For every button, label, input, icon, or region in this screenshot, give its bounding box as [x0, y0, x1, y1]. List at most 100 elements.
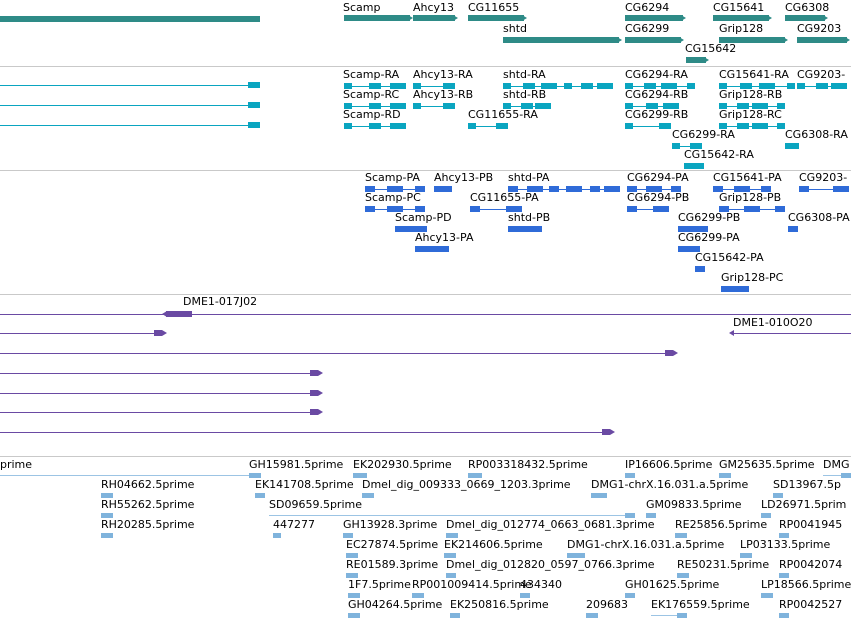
transcript-exon[interactable]	[646, 103, 658, 109]
proteins-feature-label[interactable]: Scamp-PC	[365, 191, 421, 204]
transcript-exon[interactable]	[719, 83, 727, 89]
clone-end[interactable]	[602, 429, 610, 435]
proteins-feature-label[interactable]: CG11655-PA	[470, 191, 539, 204]
est-feature[interactable]	[343, 533, 353, 538]
est-feature[interactable]	[450, 613, 460, 618]
gene-feature[interactable]	[785, 15, 825, 21]
ests-feature-label[interactable]: LP18566.5prime	[761, 578, 851, 591]
transcript-exon[interactable]	[752, 103, 768, 109]
genes-feature-label[interactable]: Scamp	[343, 1, 381, 14]
est-feature[interactable]	[677, 573, 689, 578]
gene-feature[interactable]	[413, 15, 455, 21]
transcript-exon[interactable]	[797, 83, 805, 89]
transcript-exon[interactable]	[535, 103, 551, 109]
transcripts-feature-label[interactable]: CG6294-RB	[625, 88, 689, 101]
transcript-exon[interactable]	[625, 123, 633, 129]
protein-exon[interactable]	[695, 266, 705, 272]
transcript-exon[interactable]	[719, 123, 727, 129]
genes-feature-label[interactable]: Grip128	[719, 22, 764, 35]
transcript-exon[interactable]	[390, 123, 406, 129]
gene-feature[interactable]	[344, 15, 410, 21]
clone-end[interactable]	[154, 330, 162, 336]
transcript-exon[interactable]	[816, 83, 828, 89]
protein-exon[interactable]	[415, 186, 425, 192]
transcripts-feature-label[interactable]: Ahcy13-RA	[413, 68, 473, 81]
est-feature[interactable]	[346, 573, 358, 578]
ests-feature-label[interactable]: DMG	[823, 458, 850, 471]
genes-feature-label[interactable]: CG6294	[625, 1, 670, 14]
protein-exon[interactable]	[387, 206, 403, 212]
transcript-exon[interactable]	[541, 83, 557, 89]
transcript-exon[interactable]	[684, 163, 692, 169]
protein-exon[interactable]	[734, 186, 750, 192]
gene-feature[interactable]	[686, 57, 706, 63]
transcript-exon[interactable]	[443, 83, 455, 89]
transcript-exon[interactable]	[248, 122, 260, 128]
ests-feature-label[interactable]: RE01589.3prime	[346, 558, 439, 571]
est-feature[interactable]	[101, 533, 113, 538]
transcript-exon[interactable]	[248, 102, 260, 108]
est-feature[interactable]	[468, 473, 482, 478]
ests-feature-label[interactable]: EK141708.5prime	[255, 478, 354, 491]
transcript-exon[interactable]	[597, 83, 613, 89]
est-feature[interactable]	[255, 493, 265, 498]
transcript-exon[interactable]	[737, 103, 749, 109]
transcripts-feature-label[interactable]: CG15642-RA	[684, 148, 754, 161]
ests-feature-label[interactable]: RP003318432.5prime	[468, 458, 588, 471]
transcript-exon[interactable]	[413, 103, 421, 109]
est-feature[interactable]	[761, 593, 773, 598]
protein-exon[interactable]	[799, 186, 809, 192]
est-feature[interactable]	[761, 513, 771, 518]
transcript-exon[interactable]	[690, 143, 702, 149]
genes-feature-label[interactable]: CG9203	[797, 22, 842, 35]
ests-feature-label[interactable]: RE50231.5prime	[677, 558, 770, 571]
protein-exon[interactable]	[527, 186, 543, 192]
transcript-exon[interactable]	[777, 123, 785, 129]
protein-exon[interactable]	[646, 186, 662, 192]
est-feature[interactable]	[841, 473, 851, 478]
protein-exon[interactable]	[788, 226, 798, 232]
protein-exon[interactable]	[678, 226, 708, 232]
protein-exon[interactable]	[671, 186, 681, 192]
protein-exon[interactable]	[775, 206, 785, 212]
transcript-exon[interactable]	[503, 83, 511, 89]
transcripts-feature-label[interactable]: CG15641-RA	[719, 68, 789, 81]
ests-feature-label[interactable]: DMG1-chrX.16.031.a.5prime	[591, 478, 749, 491]
transcript-exon[interactable]	[692, 163, 704, 169]
transcript-exon[interactable]	[521, 103, 533, 109]
proteins-feature-label[interactable]: Grip128-PB	[719, 191, 782, 204]
proteins-feature-label[interactable]: shtd-PB	[508, 211, 551, 224]
gene-feature[interactable]	[625, 37, 681, 43]
est-feature[interactable]	[273, 533, 281, 538]
protein-exon[interactable]	[833, 186, 849, 192]
est-feature[interactable]	[101, 513, 113, 518]
protein-exon[interactable]	[678, 246, 700, 252]
protein-exon[interactable]	[508, 186, 518, 192]
gene-feature[interactable]	[719, 37, 785, 43]
est-feature[interactable]	[348, 613, 360, 618]
ests-feature-label[interactable]: 209683	[586, 598, 628, 611]
ests-feature-label[interactable]: GH01625.5prime	[625, 578, 720, 591]
ests-feature-label[interactable]: prime	[0, 458, 33, 471]
ests-feature-label[interactable]: DMG1-chrX.16.031.a.5prime	[567, 538, 725, 551]
est-feature[interactable]	[779, 533, 789, 538]
transcripts-feature-label[interactable]: Scamp-RA	[343, 68, 400, 81]
transcript-exon[interactable]	[661, 83, 677, 89]
est-feature[interactable]	[348, 593, 360, 598]
ests-feature-label[interactable]: 447277	[273, 518, 315, 531]
est-feature[interactable]	[446, 533, 458, 538]
protein-exon[interactable]	[721, 286, 749, 292]
ests-feature-label[interactable]: LD26971.5prim	[761, 498, 847, 511]
est-feature[interactable]	[412, 593, 424, 598]
proteins-feature-label[interactable]: Grip128-PC	[721, 271, 784, 284]
transcript-exon[interactable]	[759, 83, 775, 89]
transcript-exon[interactable]	[644, 83, 656, 89]
genes-feature-label[interactable]: shtd	[503, 22, 527, 35]
clone-end[interactable]	[310, 409, 318, 415]
proteins-feature-label[interactable]: Ahcy13-PB	[434, 171, 494, 184]
transcript-exon[interactable]	[390, 83, 406, 89]
transcript-exon[interactable]	[625, 83, 633, 89]
transcript-exon[interactable]	[369, 103, 381, 109]
transcripts-feature-label[interactable]: Grip128-RC	[719, 108, 782, 121]
transcripts-feature-label[interactable]: CG6299-RB	[625, 108, 689, 121]
